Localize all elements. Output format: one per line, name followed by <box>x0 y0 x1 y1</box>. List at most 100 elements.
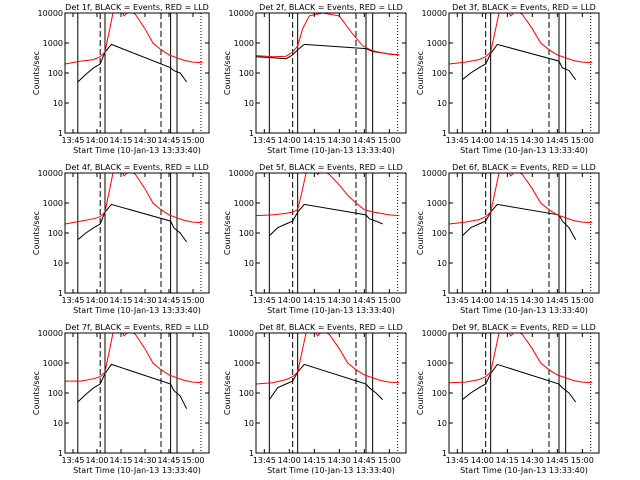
y-tick-label: 10 <box>53 419 63 428</box>
y-tick-label: 10000 <box>422 9 447 18</box>
x-axis-label: Start Time (10-Jan-13 13:33:40) <box>267 146 395 155</box>
lld-series-line <box>65 173 203 225</box>
x-tick-label: 14:15 <box>109 296 132 305</box>
y-axis-label: Counts/sec <box>32 371 41 415</box>
events-series-line <box>77 363 188 409</box>
lld-series-line <box>449 173 593 225</box>
panel-title: Det 7f, BLACK = Events, RED = LLD <box>65 323 209 332</box>
x-axis-label: Start Time (10-Jan-13 13:33:40) <box>73 466 201 475</box>
y-tick-label: 1 <box>442 449 447 458</box>
events-series-line <box>461 203 577 240</box>
y-tick-label: 100 <box>432 229 447 238</box>
y-axis-label: Counts/sec <box>223 371 232 415</box>
panel-det-6f: Det 6f, BLACK = Events, RED = LLD 1 10 100 1… <box>416 163 600 315</box>
x-tick-label: 14:45 <box>157 456 180 465</box>
x-tick-label: 14:00 <box>471 136 494 145</box>
events-series-line <box>77 43 188 83</box>
panel-title: Det 5f, BLACK = Events, RED = LLD <box>259 163 403 172</box>
y-tick-label: 100 <box>239 229 254 238</box>
y-tick-label: 1 <box>58 129 63 138</box>
x-tick-label: 14:30 <box>133 296 156 305</box>
y-tick-label: 1 <box>249 129 254 138</box>
y-axis-label: Counts/sec <box>416 211 425 255</box>
x-tick-label: 14:45 <box>157 296 180 305</box>
x-tick-label: 15:00 <box>181 136 204 145</box>
x-tick-label: 14:00 <box>278 456 301 465</box>
y-tick-label: 1 <box>58 289 63 298</box>
y-axis-label: Counts/sec <box>223 211 232 255</box>
y-tick-label: 1 <box>249 449 254 458</box>
x-tick-label: 13:45 <box>446 136 469 145</box>
y-tick-label: 10 <box>53 99 63 108</box>
x-tick-label: 14:30 <box>133 136 156 145</box>
x-tick-label: 15:00 <box>571 136 594 145</box>
plot-frame <box>255 332 407 454</box>
panel-title: Det 3f, BLACK = Events, RED = LLD <box>452 3 596 12</box>
panel-title: Det 9f, BLACK = Events, RED = LLD <box>452 323 596 332</box>
x-tick-label: 13:45 <box>61 136 84 145</box>
x-tick-label: 14:00 <box>278 296 301 305</box>
y-axis-label: Counts/sec <box>416 371 425 415</box>
y-tick-label: 100 <box>48 69 63 78</box>
y-axis-label: Counts/sec <box>416 51 425 95</box>
y-tick-label: 10000 <box>422 329 447 338</box>
lld-series-line <box>449 333 593 384</box>
y-tick-label: 1000 <box>427 39 447 48</box>
x-tick-label: 15:00 <box>571 296 594 305</box>
x-tick-label: 14:30 <box>328 136 351 145</box>
events-series-line <box>268 203 383 237</box>
lld-series-line <box>65 333 203 384</box>
x-tick-label: 15:00 <box>181 456 204 465</box>
x-tick-label: 14:00 <box>278 136 301 145</box>
y-tick-label: 1000 <box>234 359 254 368</box>
x-tick-label: 14:00 <box>85 296 108 305</box>
y-tick-label: 10 <box>244 419 254 428</box>
panel-title: Det 2f, BLACK = Events, RED = LLD <box>259 3 403 12</box>
x-tick-label: 13:45 <box>61 296 84 305</box>
y-tick-label: 1000 <box>43 199 63 208</box>
lld-series-line <box>65 13 203 65</box>
panel-title: Det 4f, BLACK = Events, RED = LLD <box>65 163 209 172</box>
panel-det-3f: Det 3f, BLACK = Events, RED = LLD 1 10 100 1… <box>416 3 600 155</box>
panel-title: Det 6f, BLACK = Events, RED = LLD <box>452 163 596 172</box>
y-tick-label: 10 <box>437 99 447 108</box>
y-tick-label: 1 <box>442 129 447 138</box>
x-tick-label: 13:45 <box>253 136 276 145</box>
x-tick-label: 14:15 <box>109 456 132 465</box>
y-tick-label: 100 <box>239 389 254 398</box>
events-series-line <box>461 43 577 81</box>
x-tick-label: 14:30 <box>521 456 544 465</box>
y-tick-label: 1000 <box>234 39 254 48</box>
panel-det-1f: Det 1f, BLACK = Events, RED = LLD 1 10 100 1… <box>32 3 210 155</box>
x-axis-label: Start Time (10-Jan-13 13:33:40) <box>460 306 588 315</box>
x-tick-label: 13:45 <box>253 296 276 305</box>
x-tick-label: 14:45 <box>546 456 569 465</box>
x-tick-label: 14:15 <box>496 296 519 305</box>
panel-det-2f: Det 2f, BLACK = Events, RED = LLD 1 10 100 1… <box>223 3 407 155</box>
x-tick-label: 13:45 <box>446 456 469 465</box>
x-axis-label: Start Time (10-Jan-13 13:33:40) <box>460 146 588 155</box>
y-axis-label: Counts/sec <box>223 51 232 95</box>
x-tick-label: 14:45 <box>546 296 569 305</box>
x-tick-label: 14:30 <box>521 136 544 145</box>
x-tick-label: 14:30 <box>328 296 351 305</box>
y-tick-label: 10 <box>437 419 447 428</box>
y-tick-label: 1 <box>442 289 447 298</box>
plot-frame <box>64 332 210 454</box>
y-tick-label: 10 <box>53 259 63 268</box>
x-tick-label: 13:45 <box>253 456 276 465</box>
y-tick-label: 10 <box>244 259 254 268</box>
x-tick-label: 14:15 <box>496 136 519 145</box>
x-tick-label: 14:15 <box>496 456 519 465</box>
x-tick-label: 14:30 <box>328 456 351 465</box>
lld-series-line <box>256 173 400 217</box>
x-tick-label: 14:45 <box>353 296 376 305</box>
y-tick-label: 10000 <box>38 9 63 18</box>
x-tick-label: 14:15 <box>303 296 326 305</box>
x-tick-label: 14:15 <box>303 456 326 465</box>
plot-frame <box>255 172 407 294</box>
x-tick-label: 14:15 <box>303 136 326 145</box>
y-tick-label: 1 <box>58 449 63 458</box>
x-tick-label: 14:15 <box>109 136 132 145</box>
x-tick-label: 15:00 <box>571 456 594 465</box>
